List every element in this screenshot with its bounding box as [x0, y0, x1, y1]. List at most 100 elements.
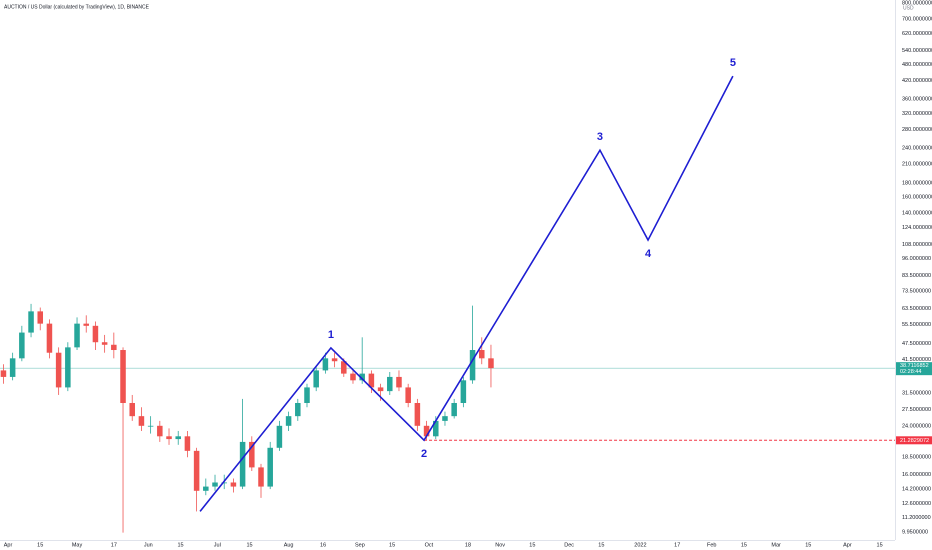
x-tick-label: 15 [389, 542, 395, 548]
candle-body [92, 325, 99, 343]
candle-body [304, 387, 310, 403]
x-tick-label: Apr [843, 542, 852, 548]
candle-body [377, 387, 384, 392]
y-tick-label: 320.0000000 [902, 111, 932, 117]
x-tick-label: 15 [246, 542, 252, 548]
candle-body [433, 420, 439, 437]
x-tick-label: 15 [177, 542, 183, 548]
candle-body [341, 361, 347, 374]
candle-body [267, 447, 273, 487]
y-tick-label: 96.0000000 [902, 256, 931, 262]
candle-body [166, 436, 172, 440]
candle-body [203, 486, 209, 491]
y-tick-label: 31.5000000 [902, 390, 931, 396]
candle-body [479, 350, 485, 359]
y-tick-label: 240.0000000 [902, 146, 932, 152]
y-tick-label: 124.0000000 [902, 225, 932, 231]
y-tick-label: 73.5000000 [902, 288, 931, 294]
candle-body [276, 425, 283, 448]
candle-body [230, 482, 237, 487]
candle-body [55, 352, 62, 388]
candle-body [83, 323, 89, 326]
y-tick-label: 63.5000000 [902, 306, 931, 312]
x-tick-label: 17 [674, 542, 680, 548]
x-tick-label: Oct [425, 542, 434, 548]
y-tick-label: 16.0000000 [902, 472, 931, 478]
candle-body [120, 350, 126, 403]
candle-body [184, 436, 191, 451]
candle-body [9, 358, 16, 377]
y-tick-label: 12.6000000 [902, 501, 931, 507]
x-tick-label: Apr [4, 542, 13, 548]
y-tick-label: 280.0000000 [902, 127, 932, 133]
x-tick-label: 16 [320, 542, 326, 548]
chart-title: AUCTION / US Dollar (calculated by Tradi… [4, 4, 150, 10]
y-tick-label: 47.5000000 [902, 341, 931, 347]
candle-body [101, 342, 108, 345]
candle-body [175, 436, 181, 440]
candle-body [249, 441, 255, 468]
y-tick-label: 420.0000000 [902, 78, 932, 84]
candle-body [442, 416, 448, 421]
candle-body [313, 370, 319, 388]
y-tick-label: 14.2000000 [902, 487, 931, 493]
candle-body [423, 425, 430, 437]
x-tick-label: Dec [564, 542, 574, 548]
y-tick-label: 210.0000000 [902, 162, 932, 168]
x-tick-label: Jul [214, 542, 221, 548]
y-tick-label: 24.0000000 [902, 423, 931, 429]
candle-body [0, 370, 7, 377]
candle-body [258, 467, 264, 487]
support-price-label: 21.2829072 [900, 438, 929, 444]
candle-body [322, 358, 329, 371]
y-tick-label: 540.0000000 [902, 48, 932, 54]
candle-body [19, 332, 25, 359]
y-tick-label: 108.0000000 [902, 242, 932, 248]
candle-body [157, 425, 163, 437]
candle-body [488, 358, 494, 369]
candle-body [28, 311, 34, 333]
y-tick-label: 800.0000000 [902, 0, 932, 6]
current-price-label: 38.7116852 [900, 363, 929, 369]
candle-body [451, 402, 457, 417]
candle-body [350, 373, 356, 381]
x-tick-label: Sep [355, 542, 365, 548]
x-tick-label: May [72, 542, 83, 548]
candle-body [387, 376, 393, 392]
y-tick-label: 620.0000000 [902, 31, 932, 37]
candle-body [239, 441, 246, 487]
countdown-label: 02:28:44 [900, 369, 921, 375]
candle-body [221, 482, 227, 484]
y-tick-label: 11.2000000 [902, 515, 931, 521]
candle-body [147, 425, 154, 427]
x-tick-label: Aug [284, 542, 294, 548]
y-tick-label: 41.5000000 [902, 357, 931, 363]
candle-body [111, 344, 117, 351]
current-price-box [896, 362, 932, 376]
support-price-box [896, 436, 932, 445]
wave-label: 4 [645, 248, 652, 260]
candle-body [138, 416, 145, 426]
x-tick-label: Feb [707, 542, 716, 548]
y-tick-label: 480.0000000 [902, 62, 932, 68]
candle-body [74, 323, 80, 348]
y-tick-label: 160.0000000 [902, 195, 932, 201]
x-tick-label: 15 [37, 542, 43, 548]
candle-body [285, 416, 292, 426]
x-tick-label: 15 [598, 542, 604, 548]
x-tick-label: Mar [771, 542, 781, 548]
candle-body [460, 380, 467, 403]
x-tick-label: 2022 [634, 542, 646, 548]
x-tick-label: 15 [529, 542, 535, 548]
candle-body [46, 323, 53, 353]
candle-body [469, 350, 476, 381]
x-tick-label: 15 [805, 542, 811, 548]
candle-body [65, 347, 71, 388]
y-tick-label: 27.5000000 [902, 407, 931, 413]
y-tick-label: 180.0000000 [902, 180, 932, 186]
y-tick-label: 9.9500000 [902, 529, 928, 535]
candle-body [368, 373, 375, 388]
candle-body [212, 482, 218, 487]
